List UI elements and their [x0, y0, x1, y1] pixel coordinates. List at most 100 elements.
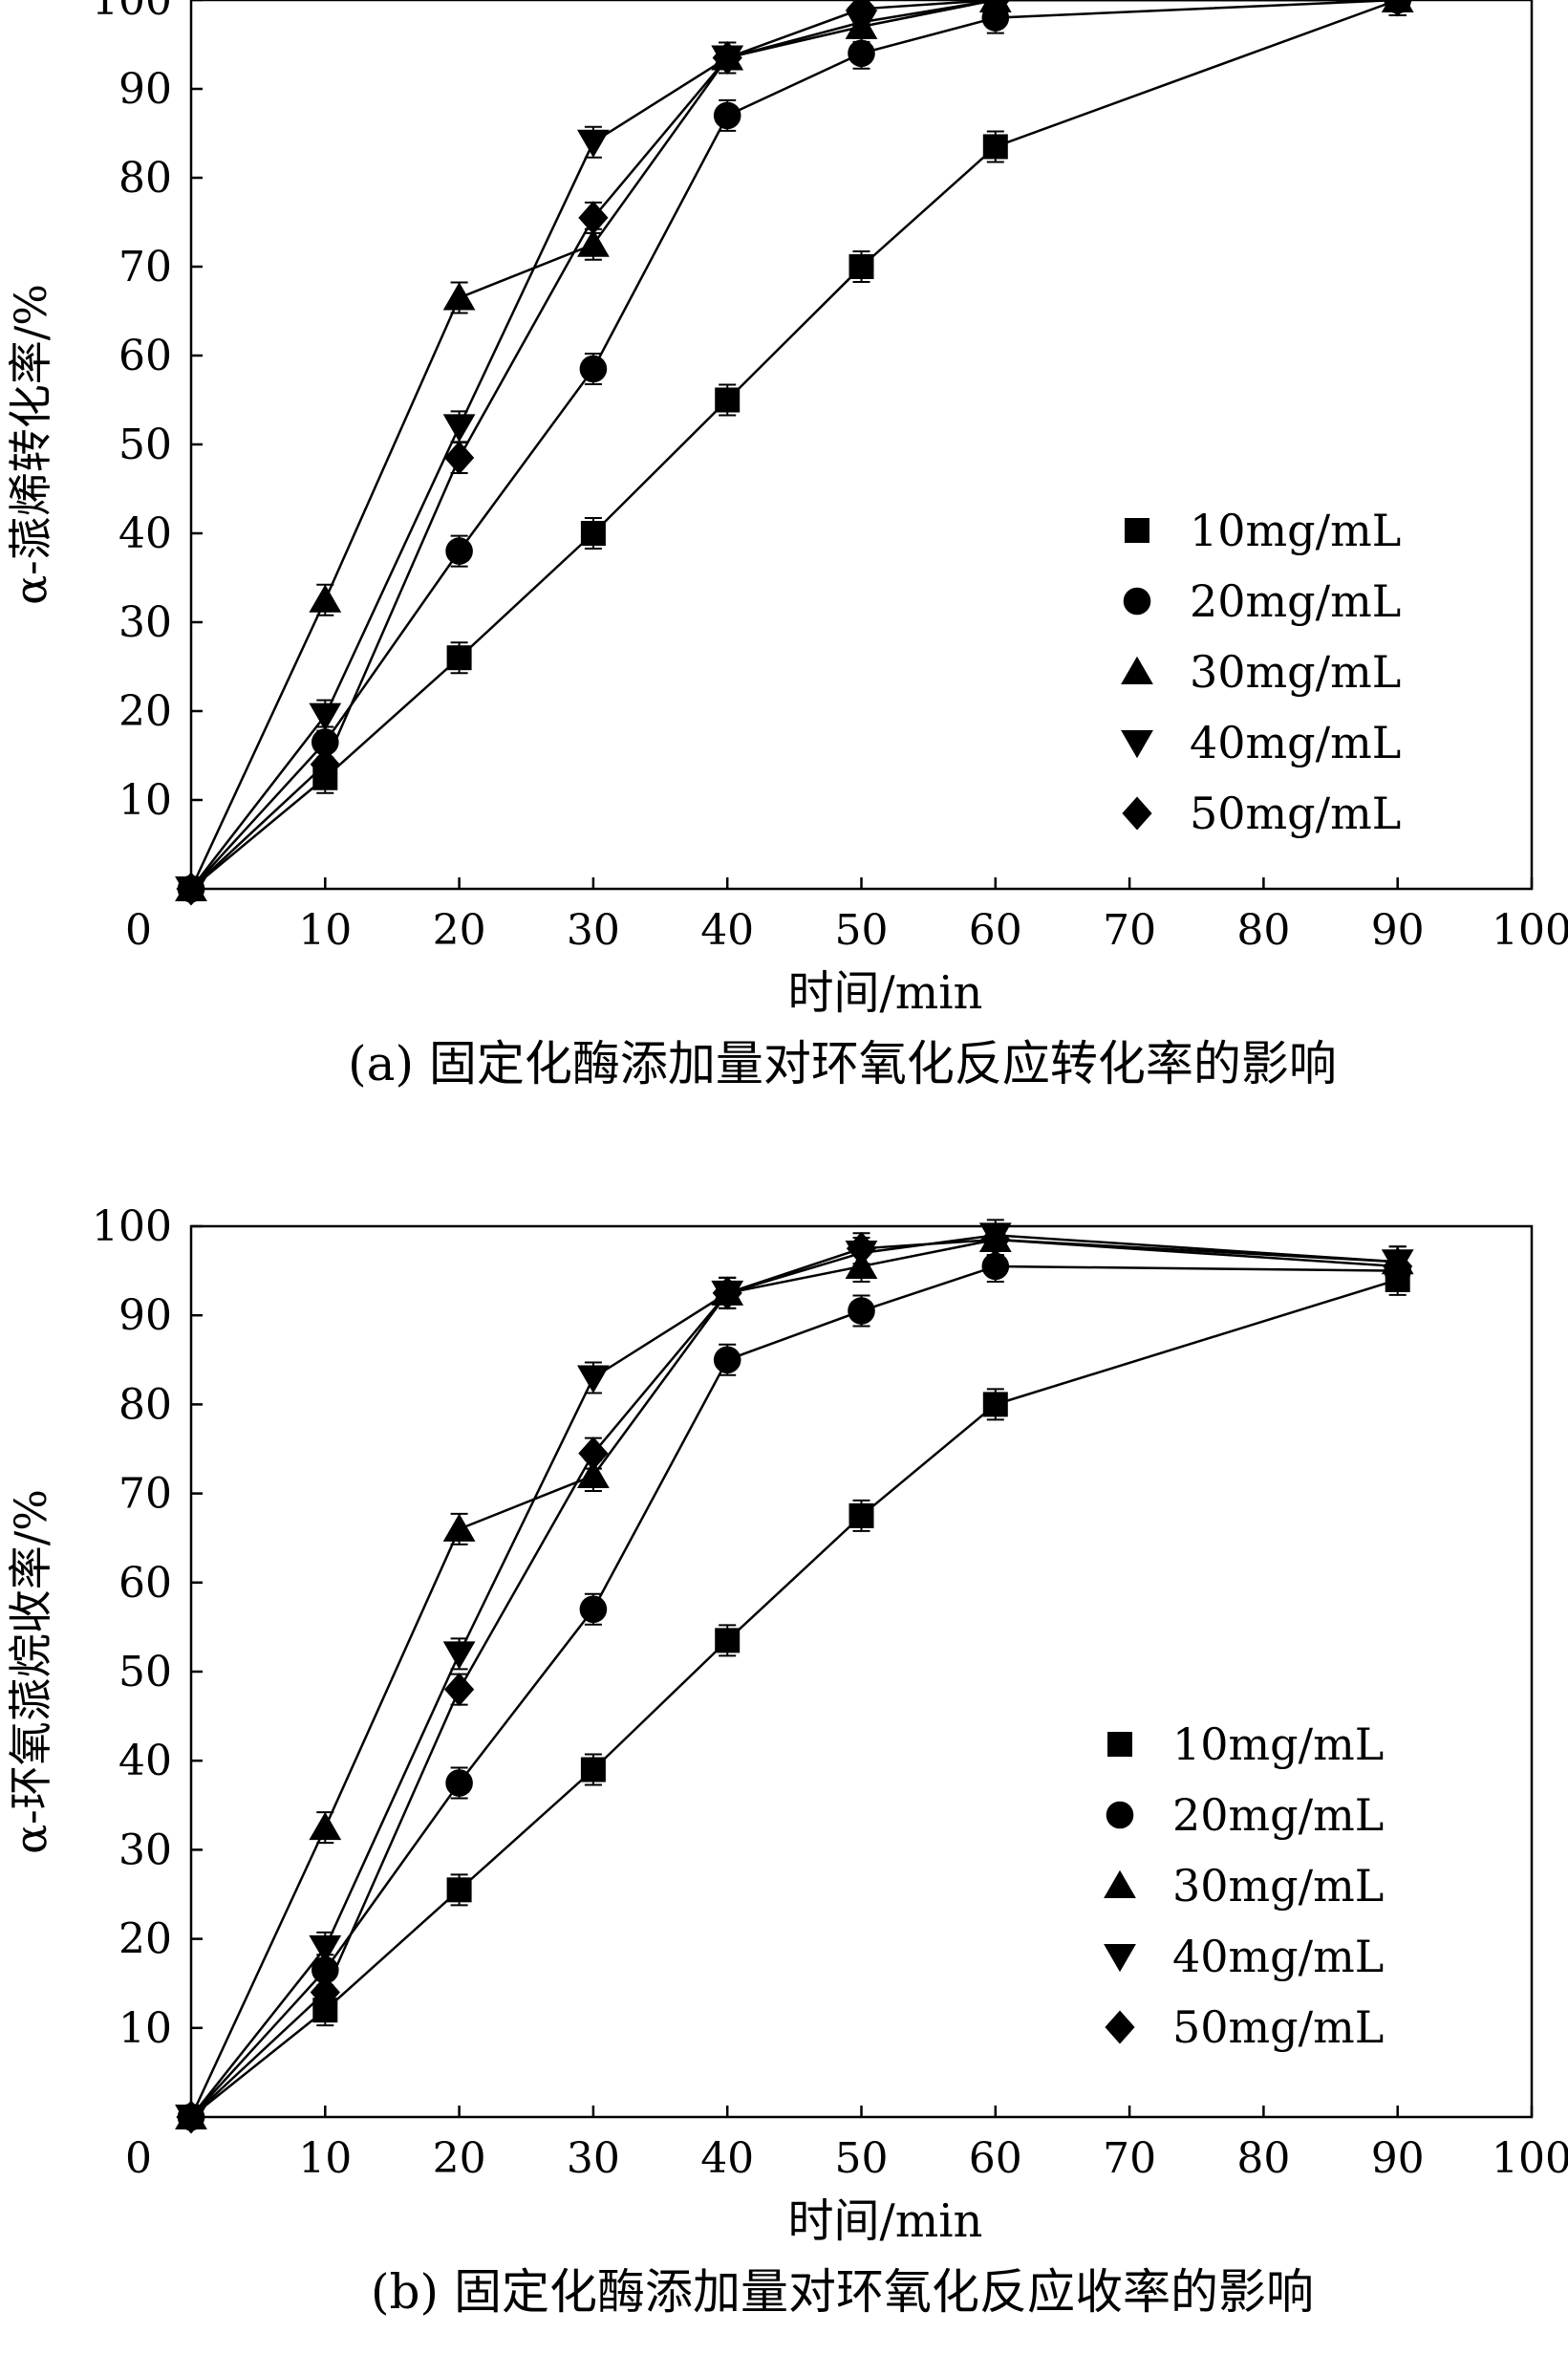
series-line: [190, 1278, 1399, 2118]
data-point: [712, 40, 742, 75]
x-tick-label: 60: [969, 906, 1022, 955]
data-point: [310, 1975, 340, 2010]
y-tick-label: 50: [118, 421, 172, 469]
data-point: [446, 1877, 472, 1903]
series-40mgml: [175, 1219, 1414, 2133]
data-point: [848, 39, 875, 68]
y-tick-label: 20: [118, 1915, 172, 1964]
y-tick-label: 40: [118, 1737, 172, 1785]
x-tick-label: 40: [700, 906, 754, 955]
x-tick-label: 10: [298, 906, 352, 955]
y-tick-label: 50: [118, 1648, 172, 1696]
y-tick-label: 90: [118, 1291, 172, 1340]
data-point: [444, 1673, 475, 1707]
y-tick-label: 60: [118, 332, 172, 380]
chart-a: 0 10 20 30 40 50 60 70 80 90 100 10 20 30 40 50 60 70 80 90…: [5, 0, 1568, 1091]
y-tick-label: 20: [118, 687, 172, 736]
data-point: [713, 1346, 741, 1374]
data-point: [309, 702, 342, 731]
legend-label: 50mg/mL: [1172, 2001, 1384, 2053]
series-50mgml: [176, 0, 1413, 906]
legend-marker: [1106, 1801, 1134, 1829]
series-line: [189, 1238, 1398, 2118]
y-tick-label: 30: [118, 598, 172, 647]
series-line: [190, 1238, 1398, 2118]
y-tick-label: 70: [118, 1470, 172, 1519]
y-tick-label: 40: [118, 509, 172, 558]
legend-label: 10mg/mL: [1190, 505, 1401, 556]
data-point: [846, 1231, 877, 1265]
chart-caption: (a) 固定化酶添加量对环氧化反应转化率的影响: [348, 1036, 1337, 1091]
plot-frame: [189, 1224, 1534, 2119]
data-point: [309, 584, 342, 613]
data-point: [579, 1595, 608, 1624]
data-point: [982, 1392, 1008, 1417]
legend-label: 40mg/mL: [1172, 1931, 1384, 1982]
y-tick-label: 60: [118, 1559, 172, 1608]
data-point: [982, 134, 1008, 160]
x-tick-label: 60: [969, 2134, 1022, 2183]
x-tick-label: 70: [1103, 906, 1156, 955]
x-tick-label: 0: [125, 2134, 152, 2183]
legend-marker: [1123, 587, 1151, 616]
y-tick-label: 10: [118, 776, 172, 825]
legend-marker: [1107, 1732, 1132, 1757]
x-tick-label: 50: [835, 906, 889, 955]
chart-b: 0 10 20 30 40 50 60 70 80 90 100 10 20 30 40 50 60 70 80 90…: [5, 1202, 1568, 2320]
series-50mgml: [176, 1222, 1413, 2134]
y-axis-label: α-蒎烯转化率/%: [5, 284, 56, 605]
legend-label: 20mg/mL: [1190, 575, 1401, 627]
y-tick-label: 100: [92, 1202, 172, 1251]
data-point: [577, 129, 610, 159]
data-point: [176, 2100, 206, 2134]
x-tick-label: 30: [567, 906, 620, 955]
series-line: [190, 1264, 1398, 2118]
x-tick-label: 20: [433, 2134, 486, 2183]
legend-label: 30mg/mL: [1190, 646, 1401, 698]
y-tick-label: 70: [118, 243, 172, 292]
x-axis-label: 时间/min: [788, 966, 983, 1020]
x-axis-label: 时间/min: [788, 2194, 983, 2248]
data-point: [715, 1628, 741, 1653]
series-line: [190, 0, 1399, 890]
x-tick-label: 20: [433, 906, 486, 955]
data-point: [1383, 0, 1413, 17]
y-tick-label: 10: [118, 2004, 172, 2053]
y-axis-label: α-环氧蒎烷收率/%: [5, 1489, 56, 1854]
data-point: [580, 521, 606, 546]
series-20mgml: [177, 1249, 1411, 2131]
legend-label: 10mg/mL: [1172, 1718, 1384, 1770]
chart-panel-a: 0 10 20 30 40 50 60 70 80 90 100 10 20 30 40 50 60 70 80 90…: [0, 0, 1568, 1147]
x-tick-label: 0: [125, 906, 152, 955]
y-tick-label: 30: [118, 1826, 172, 1874]
data-point: [579, 355, 608, 383]
chart-caption: (b) 固定化酶添加量对环氧化反应收率的影响: [371, 2264, 1314, 2320]
series-10mgml: [179, 1263, 1410, 2129]
data-point: [446, 645, 472, 671]
data-point: [445, 1769, 473, 1797]
x-tick-label: 80: [1236, 2134, 1290, 2183]
data-point: [445, 537, 473, 565]
data-point: [577, 1459, 610, 1488]
data-point: [981, 1252, 1010, 1281]
chart-panel-b: 0 10 20 30 40 50 60 70 80 90 100 10 20 30 40 50 60 70 80 90…: [0, 1185, 1568, 2355]
series-30mgml: [175, 1222, 1414, 2129]
data-point: [442, 282, 476, 311]
data-point: [176, 872, 206, 906]
x-tick-label: 90: [1371, 2134, 1425, 2183]
x-tick-label: 10: [298, 2134, 352, 2183]
data-point: [309, 1811, 342, 1841]
legend-marker: [1122, 796, 1152, 831]
data-point: [848, 254, 874, 279]
series-line: [190, 0, 1398, 890]
y-tick-label: 80: [118, 1380, 172, 1429]
legend-label: 50mg/mL: [1190, 788, 1401, 839]
legend-marker: [1121, 730, 1153, 759]
data-point: [310, 747, 340, 782]
y-tick-label: 80: [118, 154, 172, 203]
x-tick-label: 80: [1236, 906, 1290, 955]
data-point: [578, 1437, 609, 1471]
legend-label: 30mg/mL: [1172, 1860, 1384, 1912]
legend-label: 20mg/mL: [1172, 1789, 1384, 1841]
data-point: [444, 441, 475, 475]
